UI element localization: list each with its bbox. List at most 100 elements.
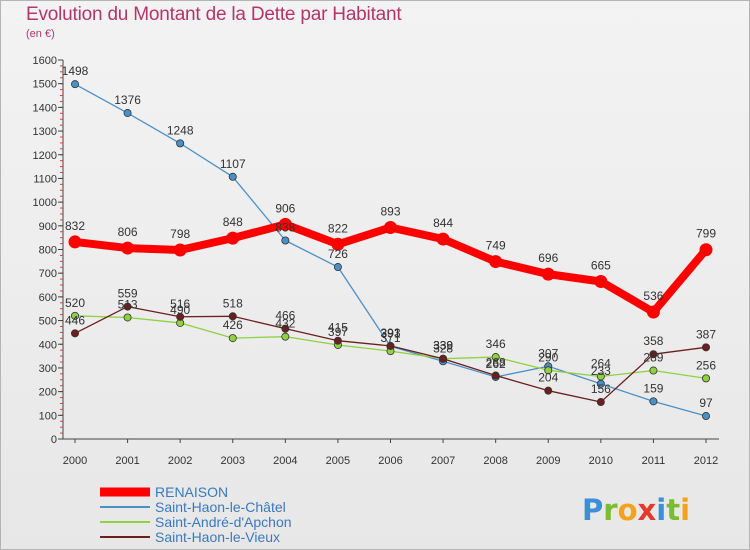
x-tick-label: 2001 [115, 455, 139, 467]
data-point-saint-haon-le-chatel [649, 397, 658, 406]
data-label-saint-haon-le-vieux: 339 [433, 339, 453, 353]
data-label-saint-andre-d-apchon: 256 [696, 358, 716, 372]
data-point-saint-haon-le-chatel [71, 80, 80, 89]
legend-label-renaison: RENAISON [155, 484, 228, 500]
data-label-renaison: 806 [118, 225, 138, 239]
data-point-renaison [594, 274, 608, 288]
data-label-saint-andre-d-apchon: 371 [380, 331, 400, 345]
data-label-renaison: 799 [696, 227, 716, 241]
data-point-renaison [278, 217, 292, 231]
data-label-saint-haon-le-vieux: 387 [696, 327, 716, 341]
y-tick-label: 1200 [33, 150, 57, 162]
data-label-saint-haon-le-vieux: 268 [486, 356, 506, 370]
data-label-renaison: 832 [65, 219, 85, 233]
data-point-saint-haon-le-vieux [702, 343, 711, 352]
data-label-saint-haon-le-chatel: 838 [275, 220, 295, 234]
data-point-renaison [68, 235, 82, 249]
y-tick-label: 200 [39, 387, 57, 399]
data-point-saint-haon-le-vieux [544, 386, 553, 395]
data-label-saint-haon-le-chatel: 726 [328, 247, 348, 261]
x-tick-label: 2003 [221, 455, 245, 467]
data-label-saint-andre-d-apchon: 346 [486, 337, 506, 351]
data-point-saint-haon-le-vieux [71, 329, 80, 338]
y-tick-label: 1500 [33, 79, 57, 91]
data-label-saint-haon-le-chatel: 391 [380, 326, 400, 340]
y-tick-label: 100 [39, 410, 57, 422]
data-point-saint-haon-le-vieux [123, 302, 132, 311]
data-label-saint-haon-le-chatel: 1376 [114, 93, 141, 107]
data-point-renaison [331, 237, 345, 251]
chart-subtitle: (en €) [26, 28, 55, 40]
x-tick-label: 2004 [273, 455, 297, 467]
data-label-saint-andre-d-apchon: 290 [538, 350, 558, 364]
data-point-saint-haon-le-chatel [123, 109, 132, 118]
data-label-saint-andre-d-apchon: 513 [118, 297, 138, 311]
y-tick-label: 1000 [33, 197, 57, 209]
svg-text:Proxiti: Proxiti [582, 493, 690, 527]
data-label-saint-haon-le-chatel: 307 [538, 346, 558, 360]
data-point-saint-haon-le-vieux [281, 324, 290, 333]
data-label-saint-andre-d-apchon: 426 [223, 318, 243, 332]
data-point-saint-haon-le-chatel [228, 172, 237, 181]
data-point-saint-haon-le-chatel [281, 236, 290, 245]
data-label-saint-haon-le-vieux: 559 [118, 287, 138, 301]
proxiti-logo: Proxiti [582, 493, 690, 527]
data-label-saint-andre-d-apchon: 520 [65, 296, 85, 310]
data-label-renaison: 536 [643, 289, 663, 303]
data-point-saint-haon-le-vieux [596, 398, 605, 407]
y-tick-label: 600 [39, 292, 57, 304]
x-tick-label: 2009 [536, 455, 560, 467]
x-tick-label: 2005 [326, 455, 350, 467]
data-label-renaison: 665 [591, 258, 611, 272]
data-label-saint-haon-le-chatel: 1498 [62, 64, 89, 78]
data-label-saint-haon-le-vieux: 516 [170, 297, 190, 311]
data-point-saint-andre-d-apchon [228, 334, 237, 343]
y-tick-label: 1400 [33, 102, 57, 114]
data-point-renaison [541, 267, 555, 281]
y-tick-label: 800 [39, 245, 57, 257]
data-label-renaison: 848 [223, 215, 243, 229]
legend-label-saint-haon-le-vieux: Saint-Haon-le-Vieux [155, 529, 280, 545]
x-tick-label: 2008 [483, 455, 507, 467]
data-point-renaison [384, 220, 397, 234]
legend: RENAISONSaint-Haon-le-ChâtelSaint-André-… [100, 484, 292, 545]
series-layer [68, 80, 713, 421]
data-point-renaison [436, 232, 450, 246]
data-point-saint-haon-le-chatel [333, 263, 342, 272]
data-label-renaison: 906 [275, 201, 295, 215]
data-label-saint-haon-le-chatel: 97 [699, 396, 713, 410]
x-tick-label: 2007 [431, 455, 455, 467]
data-point-renaison [646, 305, 660, 319]
data-point-saint-haon-le-vieux [333, 336, 342, 345]
data-point-saint-andre-d-apchon [596, 372, 605, 381]
data-label-saint-andre-d-apchon: 339 [433, 339, 453, 353]
data-label-saint-haon-le-chatel: 262 [486, 357, 506, 371]
data-point-saint-andre-d-apchon [281, 332, 290, 341]
data-point-saint-haon-le-vieux [491, 371, 500, 380]
data-label-saint-haon-le-chatel: 1248 [167, 123, 194, 137]
data-point-saint-andre-d-apchon [649, 366, 658, 375]
data-label-saint-andre-d-apchon: 490 [170, 303, 190, 317]
data-point-saint-haon-le-chatel [176, 139, 185, 148]
data-label-saint-haon-le-vieux: 466 [275, 309, 295, 323]
x-tick-label: 2012 [694, 455, 718, 467]
data-label-saint-andre-d-apchon: 264 [591, 356, 611, 370]
data-point-saint-andre-d-apchon [71, 311, 80, 320]
data-label-saint-haon-le-vieux: 393 [380, 326, 400, 340]
data-point-renaison [121, 241, 135, 255]
data-point-saint-haon-le-vieux [439, 354, 448, 363]
data-label-renaison: 749 [486, 239, 506, 253]
x-tick-label: 2000 [63, 455, 87, 467]
data-label-saint-andre-d-apchon: 432 [275, 317, 295, 331]
y-tick-label: 300 [39, 363, 57, 375]
data-point-saint-andre-d-apchon [491, 353, 500, 362]
data-label-saint-haon-le-vieux: 518 [223, 296, 243, 310]
data-label-saint-haon-le-vieux: 415 [328, 321, 348, 335]
data-label-saint-haon-le-chatel: 233 [591, 364, 611, 378]
data-label-saint-haon-le-vieux: 156 [591, 382, 611, 396]
chart-title: Evolution du Montant de la Dette par Hab… [26, 4, 402, 25]
y-tick-label: 900 [39, 221, 57, 233]
data-point-saint-andre-d-apchon [123, 313, 132, 322]
data-point-saint-andre-d-apchon [544, 366, 553, 375]
